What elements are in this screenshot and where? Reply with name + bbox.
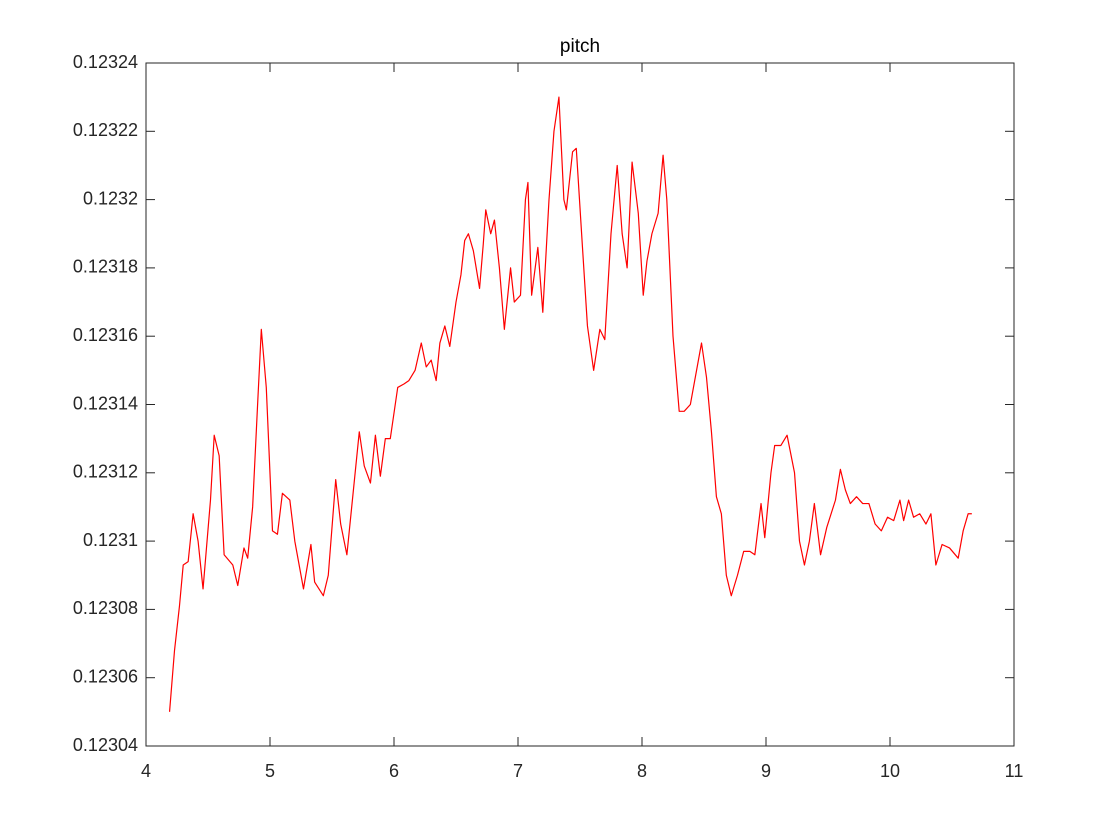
- x-tick-label: 11: [1005, 761, 1024, 781]
- y-tick-label: 0.12318: [73, 257, 138, 277]
- x-tick-label: 4: [141, 761, 151, 781]
- y-tick-label: 0.12308: [73, 598, 138, 618]
- x-tick-label: 8: [637, 761, 647, 781]
- x-tick-label: 5: [265, 761, 275, 781]
- data-line: [168, 96, 972, 712]
- chart-title: pitch: [560, 36, 600, 57]
- x-tick-label: 6: [389, 761, 399, 781]
- y-tick-label: 0.12306: [73, 666, 138, 686]
- y-tick-label: 0.12304: [73, 735, 138, 755]
- y-tick-label: 0.1231: [83, 530, 138, 550]
- y-tick-label: 0.12312: [73, 462, 138, 482]
- y-tick-label: 0.12322: [73, 120, 138, 140]
- y-tick-label: 0.12314: [73, 393, 138, 413]
- x-tick-label: 9: [761, 761, 771, 781]
- x-tick-label: 7: [513, 761, 523, 781]
- y-tick-label: 0.12316: [73, 325, 138, 345]
- x-tick-label: 10: [880, 761, 900, 781]
- y-tick-label: 0.1232: [83, 188, 138, 208]
- axes-box: [145, 62, 1015, 747]
- y-tick-label: 0.12324: [73, 52, 138, 72]
